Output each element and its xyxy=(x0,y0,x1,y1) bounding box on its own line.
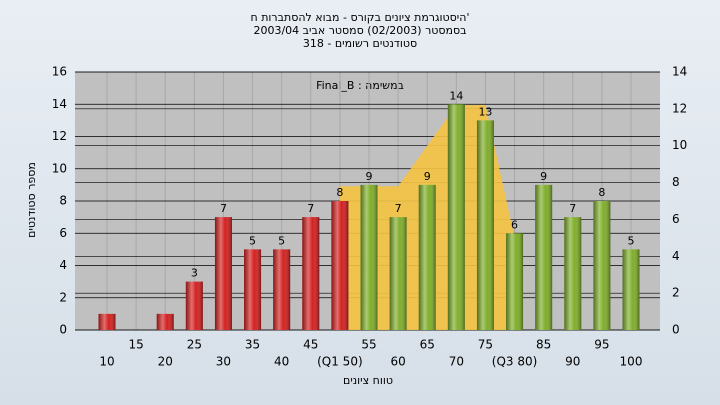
value-label: 3 xyxy=(191,267,198,280)
x-tick-label: 45 xyxy=(303,338,318,352)
bar-shade xyxy=(244,249,262,330)
y-tick-label: 10 xyxy=(52,161,67,175)
value-label: 9 xyxy=(366,170,373,183)
annotation: Final_B : במשימה xyxy=(316,79,404,92)
bar-shade xyxy=(156,313,174,330)
value-label: 9 xyxy=(424,170,431,183)
x-tick-label: 15 xyxy=(128,338,143,352)
x-tick-label: 100 xyxy=(620,355,643,369)
y-tick-label: 16 xyxy=(52,65,67,79)
bar-shade xyxy=(564,217,582,330)
value-label: 6 xyxy=(511,218,518,231)
value-label: 8 xyxy=(598,186,605,199)
bar-shade xyxy=(506,233,524,330)
y2-tick-label: 0 xyxy=(672,323,680,337)
y-tick-label: 6 xyxy=(59,226,67,240)
bar-shade xyxy=(622,249,640,330)
y2-tick-label: 12 xyxy=(672,101,687,115)
y-tick-label: 12 xyxy=(52,129,67,143)
y2-tick-label: 14 xyxy=(672,65,687,79)
y-tick-label: 0 xyxy=(59,323,67,337)
bar-shade xyxy=(593,201,611,330)
x-tick-label: 20 xyxy=(158,355,173,369)
bar-shade xyxy=(302,217,320,330)
title: סטודנטים רשומים - 318 xyxy=(303,37,417,50)
bar-shade xyxy=(535,184,553,330)
y-tick-label: 8 xyxy=(59,194,67,208)
y2-tick-label: 10 xyxy=(672,138,687,152)
bar-shade xyxy=(273,249,291,330)
bar-shade xyxy=(214,217,232,330)
x-tick-label: (Q1 50) xyxy=(317,355,363,369)
value-label: 7 xyxy=(569,202,576,215)
title: היסטוגרמת ציונים בקורס - מבוא להסתברות ח… xyxy=(251,11,470,24)
value-label: 7 xyxy=(220,202,227,215)
x-tick-label: 95 xyxy=(594,338,609,352)
value-label: 7 xyxy=(395,202,402,215)
value-label: 14 xyxy=(449,89,463,102)
bar-shade xyxy=(331,201,349,330)
y-tick-label: 2 xyxy=(59,290,67,304)
x-tick-label: 75 xyxy=(478,338,493,352)
x-tick-label: 25 xyxy=(187,338,202,352)
x-axis-label: טווח ציונים xyxy=(343,374,393,387)
x-tick-label: 85 xyxy=(536,338,551,352)
x-tick-label: 40 xyxy=(274,355,289,369)
x-tick-label: 30 xyxy=(216,355,231,369)
y-tick-label: 14 xyxy=(52,97,67,111)
x-tick-label: 90 xyxy=(565,355,580,369)
y2-tick-label: 8 xyxy=(672,175,680,189)
x-tick-label: 65 xyxy=(420,338,435,352)
y2-tick-label: 4 xyxy=(672,249,680,263)
value-label: 13 xyxy=(478,105,492,118)
bar-shade xyxy=(418,184,436,330)
x-tick-label: (Q3 80) xyxy=(492,355,538,369)
y-axis-label: מספר סטודנטים xyxy=(25,162,38,238)
x-tick-label: 35 xyxy=(245,338,260,352)
x-tick-label: 70 xyxy=(449,355,464,369)
bar-shade xyxy=(476,120,494,330)
x-tick-label: 55 xyxy=(361,338,376,352)
value-label: 7 xyxy=(307,202,314,215)
bar-shade xyxy=(447,104,465,330)
bar-shade xyxy=(360,184,378,330)
x-tick-label: 10 xyxy=(99,355,114,369)
value-label: 5 xyxy=(249,234,256,247)
value-label: 5 xyxy=(628,234,635,247)
value-label: 8 xyxy=(336,186,343,199)
y2-tick-label: 6 xyxy=(672,212,680,226)
title: בסמסטר (02/2003) סמסטר אביב 2003/04 xyxy=(253,24,466,37)
value-label: 9 xyxy=(540,170,547,183)
y2-tick-label: 2 xyxy=(672,286,680,300)
bar-shade xyxy=(98,313,116,330)
x-tick-label: 60 xyxy=(390,355,405,369)
value-label: 5 xyxy=(278,234,285,247)
y-tick-label: 4 xyxy=(59,258,67,272)
bar-shade xyxy=(389,217,407,330)
bar-shade xyxy=(185,281,203,330)
